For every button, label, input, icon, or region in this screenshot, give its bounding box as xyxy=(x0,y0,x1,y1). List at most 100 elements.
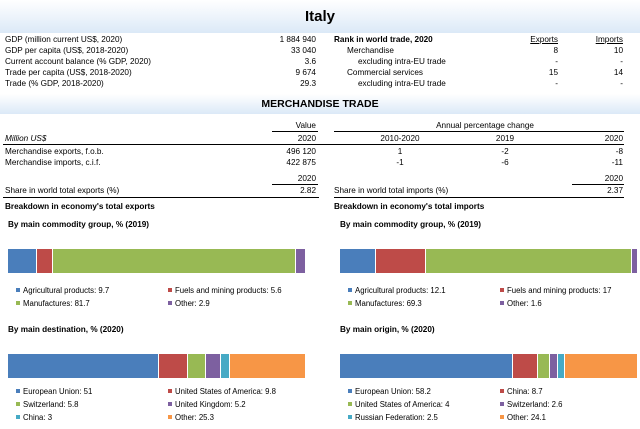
merch-row-p3: -11 xyxy=(611,158,623,167)
bar-segment xyxy=(8,354,160,378)
legend-label: United Kingdom: 5.2 xyxy=(175,400,246,409)
rank-imports: 14 xyxy=(613,68,623,77)
bar-segment xyxy=(426,249,633,273)
col-year: 2020 xyxy=(297,134,316,143)
indicator-label: GDP per capita (US$, 2018-2020) xyxy=(5,46,129,55)
indicator-label: Trade (% GDP, 2018-2020) xyxy=(5,79,104,88)
bar-segment xyxy=(8,249,37,273)
legend-swatch xyxy=(16,401,20,406)
indicator-value: 1 884 940 xyxy=(279,35,316,44)
legend-label: China: 3 xyxy=(23,413,53,422)
legend-label: Manufactures: 69.3 xyxy=(355,299,422,308)
legend-item: Switzerland: 2.6 xyxy=(500,400,562,410)
legend-swatch xyxy=(168,401,172,406)
country-title: Italy xyxy=(304,8,335,25)
legend-label: European Union: 51 xyxy=(23,387,93,396)
share-imports-value: 2.37 xyxy=(607,186,623,195)
col-period: 2010-2020 xyxy=(380,134,420,143)
rank-row-label: Merchandise xyxy=(347,46,394,55)
legend-item: Other: 24.1 xyxy=(500,413,546,423)
legend-item: United States of America: 4 xyxy=(348,400,449,410)
legend-item: United Kingdom: 5.2 xyxy=(168,400,246,410)
indicator-label: Trade per capita (US$, 2018-2020) xyxy=(5,68,132,77)
merch-row-value: 422 875 xyxy=(286,158,316,167)
bar-segment xyxy=(340,249,376,273)
legend-label: European Union: 58.2 xyxy=(355,387,431,396)
legend-item: Fuels and mining products: 5.6 xyxy=(168,286,282,296)
share-year: 2020 xyxy=(297,174,316,183)
bar-segment xyxy=(558,354,566,378)
bar-segment xyxy=(512,354,539,378)
legend-item: Manufactures: 81.7 xyxy=(16,299,90,309)
legend-label: Other: 1.6 xyxy=(507,299,542,308)
legend-item: Agricultural products: 12.1 xyxy=(348,286,446,296)
bar-segment xyxy=(53,249,297,273)
indicator-value: 3.6 xyxy=(304,57,316,66)
legend-swatch xyxy=(168,414,172,419)
share-rule xyxy=(572,184,624,185)
bar-segment xyxy=(36,249,54,273)
legend-item: Other: 2.9 xyxy=(168,299,210,309)
rank-row-label: excluding intra-EU trade xyxy=(358,57,446,66)
legend-label: Other: 25.3 xyxy=(175,413,215,422)
rank-exports: - xyxy=(555,57,558,66)
rank-row-label: Commercial services xyxy=(347,68,423,77)
legend-item: European Union: 58.2 xyxy=(348,387,431,397)
rank-imports: 10 xyxy=(613,46,623,55)
merch-row-p1: -1 xyxy=(396,158,404,167)
bar-segment xyxy=(205,354,221,378)
legend-label: Manufactures: 81.7 xyxy=(23,299,90,308)
legend-swatch xyxy=(168,388,172,393)
legend-swatch xyxy=(168,287,172,292)
legend-label: Switzerland: 5.8 xyxy=(23,400,79,409)
bar-segment xyxy=(565,354,637,378)
legend-label: Other: 24.1 xyxy=(507,413,547,422)
legend-swatch xyxy=(500,401,504,406)
indicator-value: 9 674 xyxy=(295,68,317,77)
indicator-value: 33 040 xyxy=(290,46,316,55)
rank-imports: - xyxy=(620,57,623,66)
legend-label: United States of America: 4 xyxy=(355,400,450,409)
legend-swatch xyxy=(500,388,504,393)
legend-swatch xyxy=(16,287,20,292)
bar-segment xyxy=(229,354,305,378)
exports-commodity-title: By main commodity group, % (2019) xyxy=(8,220,150,229)
unit-label: Million US$ xyxy=(5,134,47,143)
section-band xyxy=(0,94,640,114)
bar-segment xyxy=(221,354,230,378)
rank-title: Rank in world trade, 2020 xyxy=(334,35,433,44)
bar-segment xyxy=(340,354,513,378)
bar-segment xyxy=(375,249,427,273)
merch-row-p2: -6 xyxy=(501,158,509,167)
legend-item: Russian Federation: 2.5 xyxy=(348,413,438,423)
merch-row-label: Merchandise imports, c.i.f. xyxy=(5,158,101,167)
imports-breakdown-title: Breakdown in economy's total imports xyxy=(334,202,485,211)
legend-swatch xyxy=(500,300,504,305)
legend-label: Fuels and mining products: 17 xyxy=(507,286,612,295)
title-band xyxy=(0,0,640,33)
imports-origin-bar xyxy=(340,354,637,378)
legend-swatch xyxy=(16,300,20,305)
rank-row-label: excluding intra-EU trade xyxy=(358,79,446,88)
legend-swatch xyxy=(16,388,20,393)
merch-row-p2: -2 xyxy=(501,147,509,156)
legend-label: United States of America: 9.8 xyxy=(175,387,276,396)
legend-label: Agricultural products: 12.1 xyxy=(355,286,446,295)
legend-swatch xyxy=(500,414,504,419)
share-rule xyxy=(272,184,318,185)
legend-swatch xyxy=(168,300,172,305)
rank-exports: 15 xyxy=(548,68,558,77)
share-exports-value: 2.82 xyxy=(300,186,316,195)
col-2019: 2019 xyxy=(495,134,515,143)
legend-swatch xyxy=(16,414,20,419)
legend-item: Manufactures: 69.3 xyxy=(348,299,422,309)
legend-item: China: 8.7 xyxy=(500,387,543,397)
annual-rule xyxy=(334,131,624,132)
legend-item: Other: 1.6 xyxy=(500,299,542,309)
legend-swatch xyxy=(500,287,504,292)
section-title: MERCHANDISE TRADE xyxy=(261,98,379,110)
rank-exports: - xyxy=(555,79,558,88)
legend-label: Other: 2.9 xyxy=(175,299,210,308)
bar-segment xyxy=(550,354,559,378)
legend-swatch xyxy=(348,401,352,406)
